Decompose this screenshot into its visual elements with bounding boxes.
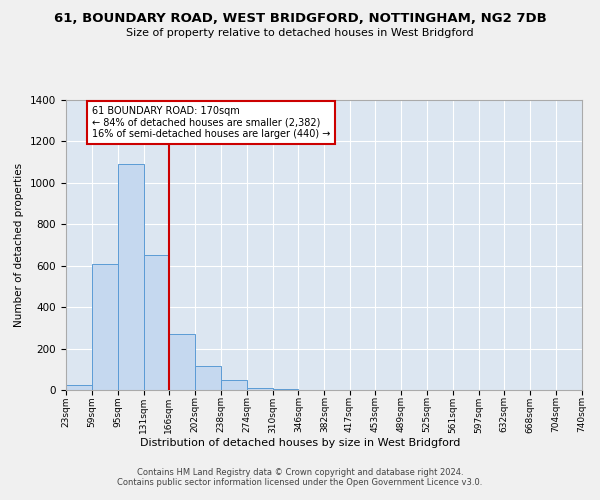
Bar [118, 164, 144, 390]
Y-axis label: Number of detached properties: Number of detached properties [14, 163, 25, 327]
Text: Contains public sector information licensed under the Open Government Licence v3: Contains public sector information licen… [118, 478, 482, 487]
Bar [169, 334, 195, 390]
Text: Size of property relative to detached houses in West Bridgford: Size of property relative to detached ho… [126, 28, 474, 38]
Bar [247, 388, 272, 390]
Bar [272, 389, 298, 390]
Text: 61 BOUNDARY ROAD: 170sqm
← 84% of detached houses are smaller (2,382)
16% of sem: 61 BOUNDARY ROAD: 170sqm ← 84% of detach… [92, 106, 330, 140]
Bar [92, 264, 118, 390]
Bar [66, 385, 92, 390]
Text: 61, BOUNDARY ROAD, WEST BRIDGFORD, NOTTINGHAM, NG2 7DB: 61, BOUNDARY ROAD, WEST BRIDGFORD, NOTTI… [53, 12, 547, 26]
Bar [221, 380, 247, 390]
Bar [195, 366, 221, 390]
Text: Contains HM Land Registry data © Crown copyright and database right 2024.: Contains HM Land Registry data © Crown c… [137, 468, 463, 477]
Bar [144, 256, 169, 390]
Text: Distribution of detached houses by size in West Bridgford: Distribution of detached houses by size … [140, 438, 460, 448]
